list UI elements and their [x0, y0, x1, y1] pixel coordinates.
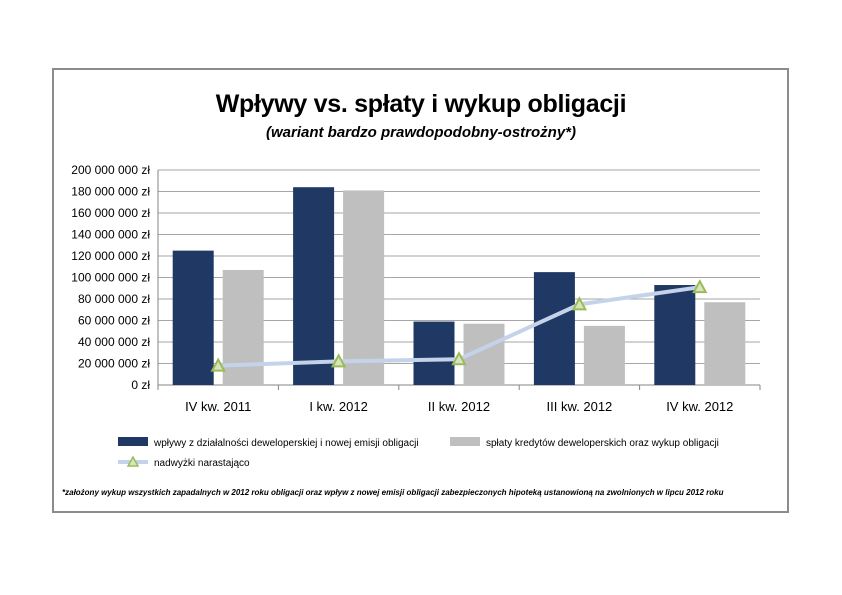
y-tick-label: 180 000 000 zł — [71, 185, 150, 199]
x-tick-label: IV kw. 2012 — [666, 399, 733, 414]
y-tick-label: 80 000 000 zł — [78, 292, 150, 306]
chart-subtitle: (wariant bardzo prawdopodobny-ostrożny*) — [266, 124, 576, 141]
point-surplus — [571, 296, 588, 311]
chart-title: Wpływy vs. spłaty i wykup obligacji — [215, 90, 627, 118]
x-tick-label: IV kw. 2011 — [185, 399, 251, 414]
y-tick-label: 0 zł — [131, 378, 150, 392]
x-tick-label: I kw. 2012 — [309, 399, 368, 414]
y-tick-label: 120 000 000 zł — [71, 249, 150, 263]
x-tick-label: III kw. 2012 — [547, 399, 613, 414]
bar-repayments — [583, 325, 625, 385]
bar-inflows — [172, 250, 214, 385]
bar-repayments — [222, 269, 264, 385]
chart-footnote: *założony wykup wszystkich zapadalnych w… — [62, 488, 724, 497]
point-surplus — [330, 353, 347, 368]
y-tick-label: 160 000 000 zł — [71, 206, 150, 220]
legend-swatch-repayments — [450, 437, 480, 446]
y-tick-label: 100 000 000 zł — [71, 271, 150, 285]
point-surplus — [692, 279, 708, 294]
legend-label-repayments: spłaty kredytów deweloperskich oraz wyku… — [486, 438, 719, 449]
y-tick-label: 200 000 000 zł — [71, 163, 150, 177]
y-tick-label: 20 000 000 zł — [78, 357, 150, 371]
y-tick-label: 40 000 000 zł — [78, 335, 150, 349]
bar-inflows — [533, 272, 575, 385]
point-surplus — [210, 357, 226, 372]
legend-swatch-inflows — [118, 437, 148, 446]
y-tick-label: 140 000 000 zł — [71, 228, 150, 242]
legend-swatch-surplus-marker — [126, 455, 140, 467]
bar-inflows — [654, 285, 696, 385]
x-tick-label: II kw. 2012 — [428, 399, 490, 414]
bar-inflows — [293, 187, 335, 385]
bar-inflows — [413, 321, 455, 385]
point-surplus — [451, 351, 467, 366]
bar-repayments — [704, 302, 746, 385]
legend-label-inflows: wpływy z działalności deweloperskiej i n… — [153, 438, 419, 449]
y-tick-label: 60 000 000 zł — [78, 314, 150, 328]
legend-label-surplus: nadwyżki narastająco — [154, 458, 250, 469]
bar-repayments — [343, 190, 385, 385]
